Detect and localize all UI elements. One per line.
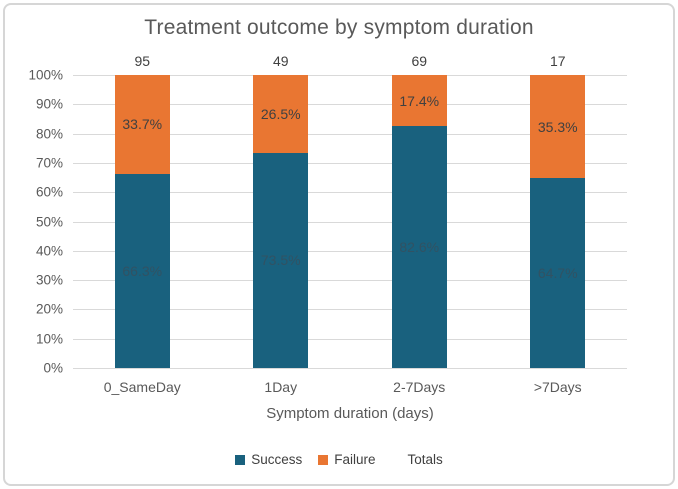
chart-legend: Success Failure Totals [5, 452, 673, 467]
total-label: 95 [134, 53, 151, 69]
y-tick-label: 60% [35, 184, 63, 200]
chart-title: Treatment outcome by symptom duration [144, 16, 534, 39]
bar-segment-failure [391, 75, 447, 126]
bar-column: 73.5% 26.5% 49 [253, 53, 309, 368]
data-label-failure: 17.4% [399, 92, 440, 109]
y-axis: 0% 10% 20% 30% 40% 50% 60% 70% 80% 90% 100% [5, 68, 65, 376]
bar-segment-success [114, 173, 170, 368]
data-label-success: 64.7% [537, 265, 578, 282]
legend-label: Success [251, 452, 303, 467]
legend-label: Totals [407, 452, 443, 467]
gridline [73, 192, 627, 194]
total-label: 17 [549, 53, 566, 69]
legend-item-failure: Failure [318, 452, 376, 467]
gridline [73, 338, 627, 340]
y-tick-label: 20% [35, 301, 63, 317]
data-label-failure: 26.5% [260, 105, 301, 122]
total-label: 49 [272, 53, 289, 69]
bar-segment-failure [530, 75, 586, 179]
data-label-failure: 33.7% [122, 116, 163, 133]
data-label-success: 66.3% [122, 262, 163, 279]
gridline [73, 75, 627, 76]
y-tick-label: 10% [35, 331, 63, 347]
x-category-label: >7Days [533, 379, 582, 395]
gridline [73, 133, 627, 135]
x-category-label: 2-7Days [393, 379, 446, 395]
plot-area: 66.3% 33.7% 95 73.5% 26.5% 49 82.6% 17.4% 69 64.7… [73, 53, 627, 369]
y-tick-label: 50% [35, 214, 63, 229]
x-category-label: 0_SameDay [103, 379, 181, 395]
gridline [73, 280, 627, 282]
gridline [73, 250, 627, 252]
legend-swatch-empty [392, 455, 402, 465]
y-tick-label: 40% [35, 243, 63, 259]
bar-segment-failure [253, 75, 309, 153]
legend-item-totals: Totals [392, 452, 443, 467]
y-tick-label: 0% [43, 360, 63, 376]
legend-swatch-icon [235, 454, 246, 465]
bar-segment-failure [114, 75, 170, 174]
legend-item-success: Success [235, 452, 302, 467]
x-category-label: 1Day [264, 379, 298, 395]
x-axis-category-labels: 0_SameDay 1Day 2-7Days >7Days [73, 379, 627, 397]
bar-column: 66.3% 33.7% 95 [114, 53, 170, 368]
bar-segment-success [530, 178, 586, 368]
bar-column: 82.6% 17.4% 69 [391, 53, 447, 368]
legend-swatch-icon [318, 454, 329, 465]
gridline [73, 368, 627, 369]
data-label-success: 82.6% [399, 239, 440, 255]
gridline [73, 104, 627, 106]
bar-column: 64.7% 35.3% 17 [530, 53, 586, 368]
data-label-failure: 35.3% [537, 118, 578, 135]
y-tick-label: 70% [35, 155, 63, 171]
gridline [73, 309, 627, 311]
gridline [73, 221, 627, 223]
gridline [73, 162, 627, 164]
chart-frame: Treatment outcome by symptom duration 0%… [3, 3, 675, 486]
total-label: 69 [411, 53, 428, 69]
y-tick-label: 100% [28, 67, 63, 83]
legend-label: Failure [334, 452, 376, 467]
y-tick-label: 80% [35, 126, 63, 142]
bar-segment-success [253, 152, 309, 368]
data-label-success: 73.5% [260, 252, 301, 269]
bar-segment-success [391, 125, 447, 368]
x-axis-title: Symptom duration (days) [266, 405, 434, 422]
y-tick-label: 90% [35, 96, 63, 112]
y-tick-label: 30% [35, 272, 63, 288]
